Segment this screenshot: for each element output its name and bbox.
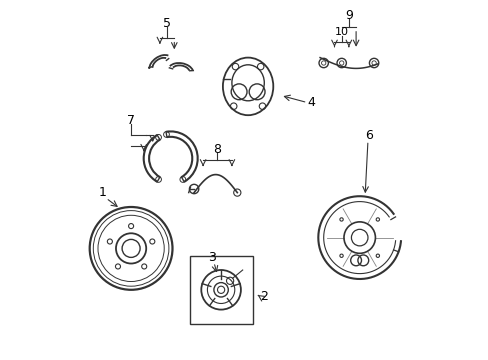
- Text: 10: 10: [334, 27, 348, 37]
- Text: 3: 3: [208, 251, 216, 264]
- Text: 6: 6: [364, 129, 372, 141]
- Text: 8: 8: [213, 143, 221, 156]
- Text: 7: 7: [127, 114, 135, 127]
- Text: 9: 9: [344, 9, 352, 22]
- Bar: [190, 256, 253, 324]
- Text: 2: 2: [260, 291, 268, 303]
- Text: 1: 1: [98, 186, 106, 199]
- Text: 5: 5: [163, 17, 171, 30]
- Text: 4: 4: [306, 96, 314, 109]
